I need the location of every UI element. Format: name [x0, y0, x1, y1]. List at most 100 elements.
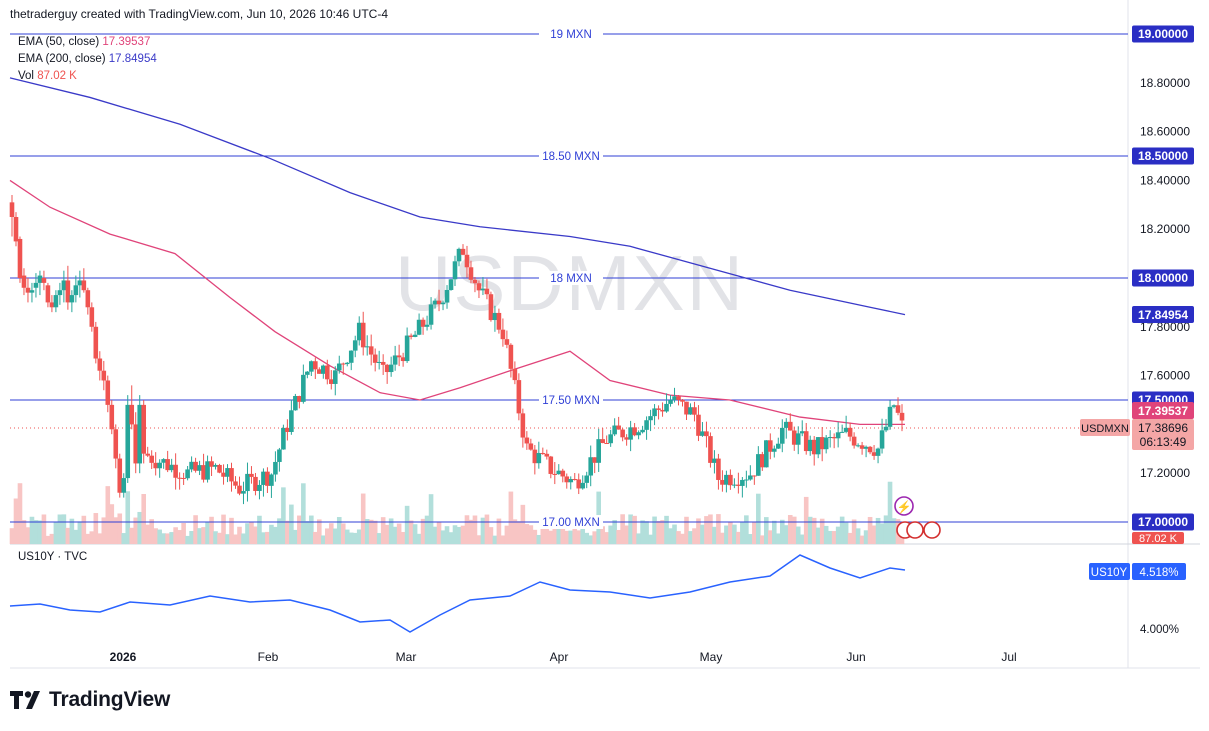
- candle-body: [297, 395, 302, 402]
- legend-ema50[interactable]: EMA (50, close) 17.39537: [18, 36, 150, 48]
- candle-body: [791, 430, 797, 445]
- candle: [185, 465, 190, 481]
- candle-body: [504, 339, 510, 345]
- volume-bar: [536, 534, 542, 544]
- candle-body: [9, 202, 15, 217]
- candle-body: [45, 285, 51, 303]
- volume-bar: [803, 496, 809, 544]
- candle-body: [420, 319, 426, 327]
- volume-bar: [400, 531, 406, 544]
- legend-ema200[interactable]: EMA (200, close) 17.84954: [18, 53, 157, 65]
- candle-body: [181, 477, 186, 479]
- candle: [181, 472, 186, 485]
- candle: [768, 433, 773, 460]
- candle-body: [253, 476, 258, 491]
- candle: [819, 426, 825, 462]
- candle-body: [660, 409, 665, 412]
- volume-bar: [468, 519, 474, 544]
- volume-bar: [285, 520, 290, 544]
- volume-tag-text: 87.02 K: [1139, 533, 1178, 545]
- volume-bar: [173, 527, 178, 544]
- candle-body: [831, 437, 837, 439]
- volume-bar: [484, 514, 490, 544]
- volume-bar: [113, 517, 119, 544]
- volume-bar: [875, 517, 881, 544]
- candle-body: [65, 280, 71, 303]
- candle: [540, 447, 546, 455]
- candle: [372, 348, 378, 372]
- volume-bar: [57, 514, 63, 544]
- legend-volume[interactable]: Vol 87.02 K: [18, 70, 77, 82]
- us-flag-event-icon[interactable]: [906, 521, 924, 539]
- volume-bar: [696, 518, 701, 544]
- volume-bar: [871, 525, 877, 544]
- us-flag-event-icon[interactable]: [923, 521, 941, 539]
- candle: [588, 445, 594, 487]
- candle: [432, 298, 438, 309]
- candle-body: [740, 479, 745, 486]
- level-price-tag-text: 19.00000: [1138, 27, 1188, 41]
- volume-bar: [740, 521, 745, 544]
- volume-bar: [428, 494, 434, 544]
- volume-bar: [324, 528, 330, 544]
- candle: [827, 430, 833, 448]
- candle-body: [273, 461, 278, 475]
- symbol-tag-text: USDMXN: [1081, 423, 1129, 435]
- tradingview-logo[interactable]: TradingView: [10, 688, 170, 712]
- candle-body: [584, 475, 590, 483]
- volume-bar: [867, 516, 873, 544]
- volume-bar: [356, 529, 362, 544]
- us10y-legend[interactable]: US10Y · TVC: [18, 551, 88, 563]
- candle: [712, 450, 717, 474]
- candle-body: [468, 267, 474, 280]
- level-price-tag: [1132, 513, 1194, 531]
- volume-bar: [153, 528, 158, 544]
- brand-name: TradingView: [49, 688, 171, 711]
- volume-bar: [855, 528, 861, 544]
- us10y-line: [9, 554, 906, 633]
- candle: [516, 373, 522, 421]
- us10y-tag: US10Y 4.518%: [1089, 563, 1186, 580]
- candle-body: [452, 261, 458, 280]
- volume-bar: [165, 533, 170, 544]
- candle: [680, 399, 685, 407]
- candle-body: [225, 468, 230, 477]
- candle: [161, 458, 166, 469]
- candle: [640, 425, 645, 434]
- volume-bar: [213, 531, 218, 544]
- candle: [392, 345, 398, 371]
- candle: [472, 276, 478, 293]
- volume-bar: [436, 522, 442, 544]
- volume-bar: [847, 532, 853, 544]
- candle-body: [85, 290, 91, 308]
- volume-bar: [105, 486, 111, 544]
- event-markers[interactable]: ⚡: [894, 496, 941, 539]
- candle-body: [528, 443, 534, 450]
- candle-body: [33, 282, 39, 288]
- candle-body: [604, 442, 609, 444]
- volume-bar: [344, 529, 350, 544]
- volume-bar: [604, 532, 609, 544]
- candle-body: [799, 431, 805, 434]
- candle: [520, 408, 526, 448]
- candle: [716, 453, 721, 490]
- candle-body: [779, 427, 785, 444]
- volume-bar: [768, 530, 773, 544]
- candle: [552, 462, 558, 485]
- volume-bar: [201, 527, 206, 544]
- volume-bar: [736, 531, 741, 544]
- candle: [867, 445, 873, 455]
- volume-bar: [724, 525, 729, 544]
- candle-body: [752, 475, 757, 477]
- lightning-event-icon[interactable]: [894, 496, 914, 516]
- volume-bar: [560, 524, 566, 544]
- candle-body: [552, 473, 558, 475]
- candle-body: [540, 452, 546, 454]
- candle-body: [500, 329, 506, 340]
- volume-bar: [352, 532, 358, 544]
- candle: [416, 313, 422, 336]
- ema200-tag-text: 17.84954: [1138, 308, 1188, 322]
- candle: [592, 457, 597, 474]
- volume-bar: [779, 519, 785, 544]
